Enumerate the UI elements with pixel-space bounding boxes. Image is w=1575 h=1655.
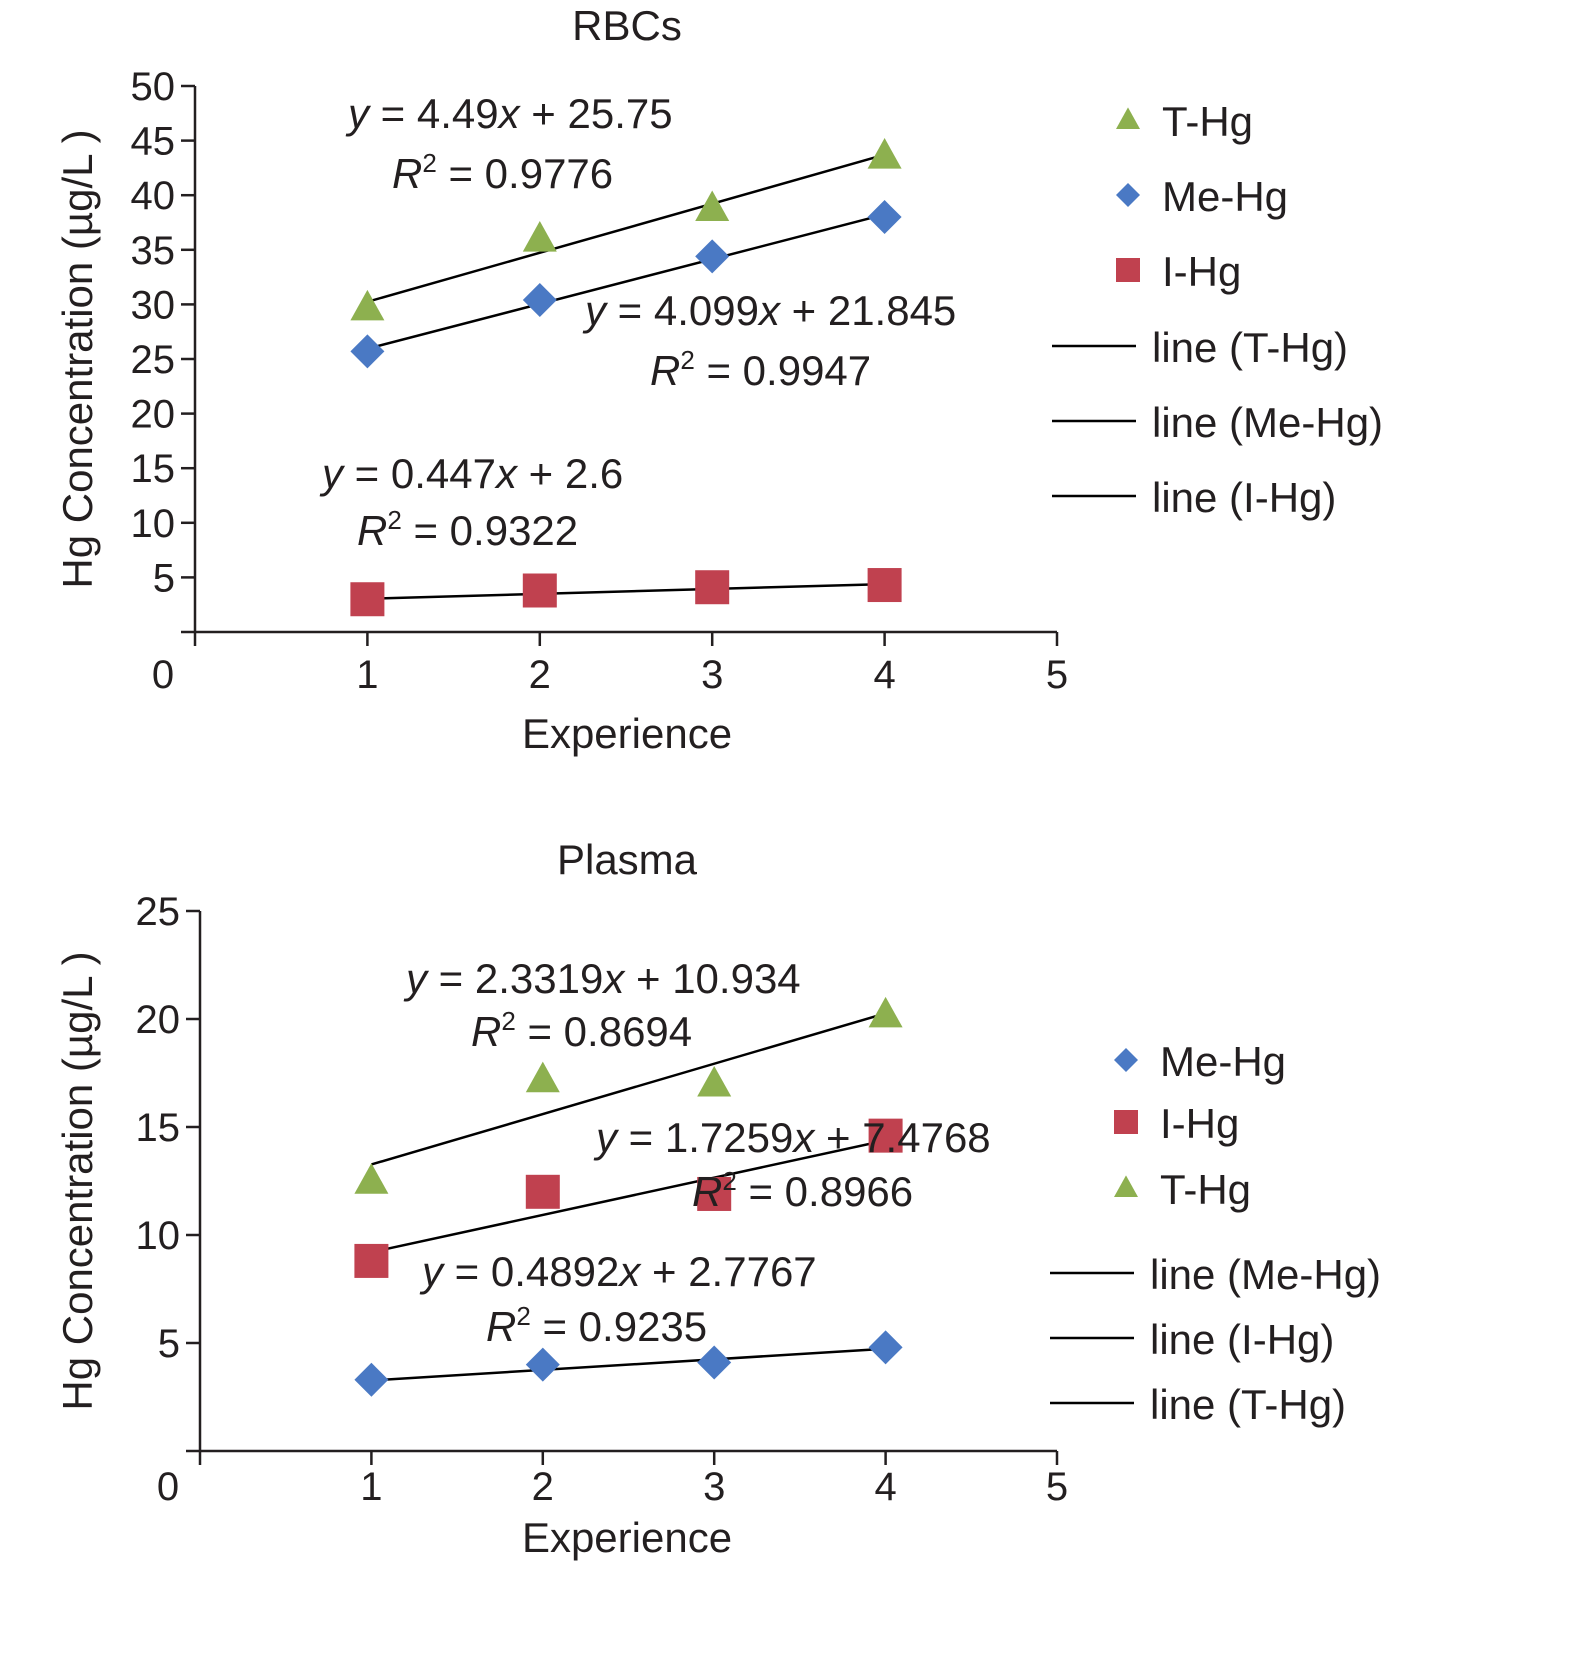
y-tick-label: 5 <box>158 1322 180 1366</box>
x-tick-label: 5 <box>1046 1465 1068 1509</box>
point-i-hg <box>868 1118 903 1153</box>
x-axis-title: Experience <box>522 1514 732 1561</box>
y-tick-label: 20 <box>136 998 181 1042</box>
trendline-r2: R2 = 0.9947 <box>650 345 871 394</box>
point-me-hg <box>350 334 385 369</box>
point-i-hg <box>354 1243 389 1278</box>
point-t-hg <box>868 996 903 1028</box>
point-i-hg <box>350 582 385 617</box>
y-tick-label: 25 <box>131 338 176 382</box>
legend: T-Hg Me-Hg I-Hg line (T-Hg) line (Me-Hg) line… <box>1052 98 1383 521</box>
x-tick-label: 3 <box>703 1465 725 1509</box>
trendline-i-hg <box>371 1139 886 1254</box>
point-t-hg <box>695 190 730 222</box>
plasma-chart: Plasma 5 10 15 20 25 0 1 2 3 4 5 Experience Hg Concen… <box>54 836 1381 1561</box>
legend-label: line (I-Hg) <box>1152 474 1336 521</box>
legend-marker-t-hg <box>1116 107 1140 129</box>
point-i-hg <box>525 1174 560 1209</box>
point-me-hg <box>522 283 557 318</box>
legend-label: line (T-Hg) <box>1152 324 1348 371</box>
point-t-hg <box>522 221 557 252</box>
point-me-hg <box>867 200 902 235</box>
point-i-hg <box>695 570 730 605</box>
x-tick-label: 3 <box>701 653 723 697</box>
point-i-hg <box>867 568 902 603</box>
point-t-hg <box>350 289 385 321</box>
trendline-r2: R2 = 0.9235 <box>486 1301 707 1350</box>
x-tick-label: 1 <box>360 1465 382 1509</box>
trendline-r2: R2 = 0.8966 <box>692 1166 913 1215</box>
point-me-hg <box>868 1330 903 1365</box>
legend-marker-i-hg <box>1116 258 1140 282</box>
point-me-hg <box>354 1362 389 1397</box>
point-t-hg <box>867 138 902 169</box>
y-tick-label: 10 <box>136 1214 181 1258</box>
legend-label: I-Hg <box>1160 1100 1239 1147</box>
legend-label: I-Hg <box>1162 248 1241 295</box>
point-me-hg <box>697 1345 732 1380</box>
legend-label: T-Hg <box>1162 98 1253 145</box>
point-me-hg <box>525 1347 560 1382</box>
legend-label: line (I-Hg) <box>1150 1316 1334 1363</box>
legend-marker-i-hg <box>1114 1110 1138 1134</box>
x-axis-title: Experience <box>522 710 732 757</box>
point-me-hg <box>695 239 730 274</box>
y-axis-title: Hg Concentration (µg/L ) <box>54 951 101 1410</box>
trendline-r2: R2 = 0.8694 <box>471 1006 692 1055</box>
x-tick-label: 2 <box>532 1465 554 1509</box>
trendline-equation: y = 2.3319x + 10.934 <box>403 955 801 1002</box>
point-i-hg <box>697 1176 732 1211</box>
trendline-equation: y = 1.7259x + 7.4768 <box>593 1114 991 1161</box>
legend-label: Me-Hg <box>1160 1038 1286 1085</box>
trendline-t-hg <box>367 153 885 303</box>
legend-label: T-Hg <box>1160 1166 1251 1213</box>
legend-label: line (Me-Hg) <box>1150 1251 1381 1298</box>
y-tick-label: 35 <box>131 229 176 273</box>
legend-label: line (T-Hg) <box>1150 1381 1346 1428</box>
trendline-t-hg <box>371 1012 886 1166</box>
x-tick-label: 4 <box>873 653 895 697</box>
trendline-me-hg <box>371 1347 886 1382</box>
point-i-hg <box>522 573 557 608</box>
y-tick-label: 15 <box>131 447 176 491</box>
point-t-hg <box>697 1065 732 1097</box>
x-tick-label: 4 <box>874 1465 896 1509</box>
trendline-i-hg <box>367 582 885 600</box>
y-tick-label: 25 <box>136 890 181 934</box>
point-t-hg <box>354 1163 389 1194</box>
trendline-equation: y = 4.49x + 25.75 <box>345 90 673 137</box>
x-tick-label: 5 <box>1046 653 1068 697</box>
legend-marker-me-hg <box>1114 1048 1138 1072</box>
trendline-equation: y = 0.447x + 2.6 <box>319 450 623 497</box>
legend-marker-me-hg <box>1116 183 1140 207</box>
trendline-me-hg <box>367 213 885 350</box>
trendline-equation: y = 0.4892x + 2.7767 <box>419 1248 817 1295</box>
y-tick-label: 40 <box>131 174 176 218</box>
trendline-r2: R2 = 0.9322 <box>357 505 578 554</box>
y-tick-label: 15 <box>136 1106 181 1150</box>
legend: Me-Hg I-Hg T-Hg line (Me-Hg) line (I-Hg) line… <box>1050 1038 1381 1428</box>
chart-title: Plasma <box>557 836 698 883</box>
x-tick-label: 0 <box>152 653 174 697</box>
y-tick-label: 5 <box>153 556 175 600</box>
x-tick-label: 2 <box>529 653 551 697</box>
y-tick-label: 50 <box>131 65 176 109</box>
x-tick-label: 0 <box>157 1465 179 1509</box>
trendline-equation: y = 4.099x + 21.845 <box>582 287 956 334</box>
legend-label: Me-Hg <box>1162 173 1288 220</box>
y-tick-label: 30 <box>131 283 176 327</box>
x-tick-label: 1 <box>356 653 378 697</box>
y-tick-label: 20 <box>131 393 176 437</box>
legend-label: line (Me-Hg) <box>1152 399 1383 446</box>
y-tick-label: 45 <box>131 120 176 164</box>
trendline-r2: R2 = 0.9776 <box>392 148 613 197</box>
chart-title: RBCs <box>572 2 682 49</box>
legend-marker-t-hg <box>1114 1175 1138 1197</box>
point-t-hg <box>525 1061 560 1093</box>
y-axis-title: Hg Concentration (µg/L ) <box>54 129 101 588</box>
y-tick-label: 10 <box>131 502 176 546</box>
